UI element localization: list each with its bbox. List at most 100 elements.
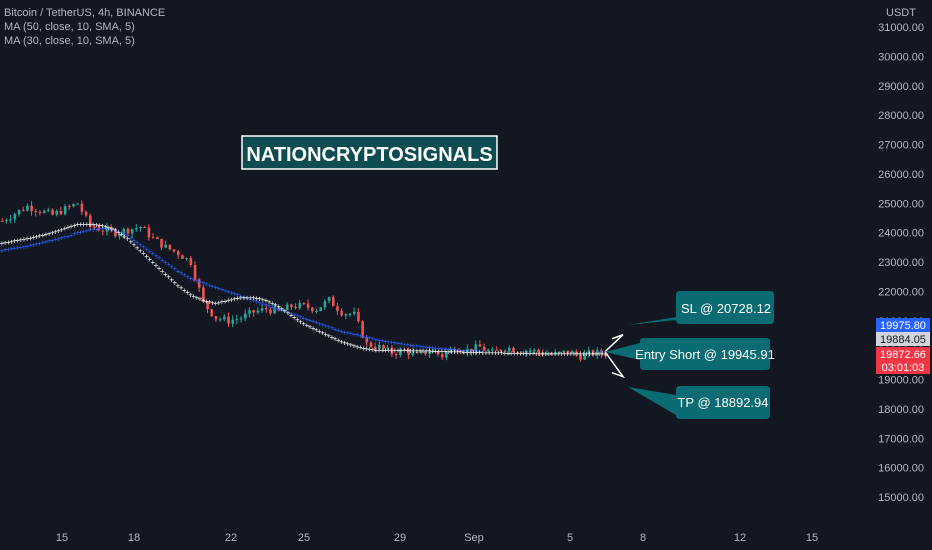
- candle-body: [415, 352, 419, 354]
- candle-body: [378, 344, 381, 349]
- ma50-marker: +: [157, 254, 162, 263]
- candle-body: [524, 350, 528, 354]
- indicator-ma30[interactable]: MA (30, close, 10, SMA, 5): [4, 35, 135, 47]
- ma30-marker: +: [210, 298, 215, 307]
- ma50-marker: +: [279, 306, 284, 315]
- ma50-marker: +: [383, 337, 388, 346]
- ma30-marker: +: [326, 331, 331, 340]
- ma30-marker: +: [480, 348, 485, 357]
- ma30-marker: +: [590, 350, 595, 359]
- ma50-marker: +: [323, 322, 328, 331]
- candle-body: [114, 229, 117, 237]
- ma30-marker: +: [374, 346, 379, 355]
- ma30-marker: +: [220, 298, 225, 307]
- ma50-marker: +: [12, 244, 17, 253]
- ma30-marker: +: [160, 267, 165, 276]
- ma50-marker: +: [59, 233, 64, 242]
- ma50-marker: +: [163, 258, 168, 267]
- ma50-marker: +: [443, 345, 448, 354]
- candle-body: [118, 233, 121, 237]
- ma30-marker: +: [47, 229, 52, 238]
- ma50-marker: +: [399, 340, 404, 349]
- candle-body: [122, 228, 126, 234]
- ma30-marker: +: [188, 290, 193, 299]
- ma50-marker: +: [301, 314, 306, 323]
- candle-body: [566, 350, 570, 354]
- candle-body: [311, 307, 314, 312]
- ma30-marker: +: [345, 340, 350, 349]
- symbol-title: Bitcoin / TetherUS, 4h, BINANCE: [4, 7, 166, 19]
- ma50-marker: +: [355, 331, 360, 340]
- ma30-marker: +: [135, 243, 140, 252]
- candle-body: [21, 209, 25, 211]
- ma30-marker: +: [66, 223, 71, 232]
- ma30-marker: +: [499, 349, 504, 358]
- indicator-ma50[interactable]: MA (50, close, 10, SMA, 5): [4, 21, 135, 33]
- watermark-text: NATIONCRYPTOSIGNALS: [246, 144, 492, 166]
- ma30-marker: +: [151, 258, 156, 267]
- candle-body: [1, 220, 4, 222]
- ma30-marker: +: [427, 347, 432, 356]
- candle-body: [533, 349, 536, 351]
- ma30-marker: +: [553, 350, 558, 359]
- ma30-marker: +: [154, 261, 159, 270]
- candle-body: [126, 228, 130, 234]
- ma30-marker: +: [194, 293, 199, 302]
- time-tick: 29: [394, 532, 406, 544]
- ma50-marker: +: [210, 282, 215, 291]
- time-tick: 8: [640, 532, 646, 544]
- ma50-marker: +: [188, 274, 193, 283]
- candle-body: [482, 346, 486, 351]
- time-axis[interactable]: 15 18 22 25 29 Sep 5 8 12 15: [56, 532, 818, 544]
- callout-entry[interactable]: Entry Short @ 19945.91: [605, 338, 775, 370]
- candle-body: [554, 352, 557, 355]
- candle-body: [512, 347, 515, 353]
- candle-body: [348, 313, 352, 315]
- ma50-marker: +: [37, 239, 42, 248]
- candle-body: [84, 211, 88, 216]
- ma50-marker: +: [125, 232, 130, 241]
- ma50-marker: +: [405, 341, 410, 350]
- ma30-marker: +: [279, 304, 284, 313]
- ma30-marker: +: [399, 346, 404, 355]
- ma30-marker: +: [132, 240, 137, 249]
- candle-body: [185, 258, 188, 260]
- candle-body: [340, 310, 343, 316]
- ma30-marker: +: [116, 228, 121, 237]
- candle-body: [252, 310, 255, 313]
- ma30-marker: +: [597, 350, 602, 359]
- ma30-marker: +: [405, 346, 410, 355]
- currency-label: USDT: [886, 7, 916, 19]
- candle-body: [365, 337, 369, 343]
- tp-label: TP @ 18892.94: [677, 395, 768, 410]
- price-tag: 19872.66: [880, 349, 926, 361]
- ma50-marker: +: [56, 234, 61, 243]
- chart-legend: Bitcoin / TetherUS, 4h, BINANCE MA (50, …: [4, 6, 165, 48]
- ma50-marker: +: [433, 344, 438, 353]
- ma30-marker: +: [204, 297, 209, 306]
- ma50-marker: +: [232, 290, 237, 299]
- ma30-marker: +: [129, 237, 134, 246]
- ma50-marker: +: [28, 241, 33, 250]
- ma30-marker: +: [254, 294, 259, 303]
- ma30-marker: +: [0, 239, 5, 248]
- callout-sl[interactable]: SL @ 20728.12: [628, 291, 774, 325]
- ma30-marker: +: [308, 323, 313, 332]
- candle-body: [59, 210, 63, 215]
- price-tag: 19884.05: [880, 334, 926, 346]
- candle-body: [428, 351, 431, 355]
- ma30-marker: +: [122, 232, 127, 241]
- ma30-marker: +: [534, 349, 539, 358]
- ma50-marker: +: [66, 232, 71, 241]
- price-tag-bg: [876, 360, 930, 374]
- ma30-marker: +: [144, 252, 149, 261]
- candle-body: [160, 238, 163, 248]
- ma50-marker: +: [352, 330, 357, 339]
- callout-tp[interactable]: TP @ 18892.94: [628, 386, 770, 419]
- candle-body: [5, 220, 8, 222]
- ma30-marker: +: [289, 311, 294, 320]
- ma50-marker: +: [286, 308, 291, 317]
- ma30-marker: +: [25, 235, 30, 244]
